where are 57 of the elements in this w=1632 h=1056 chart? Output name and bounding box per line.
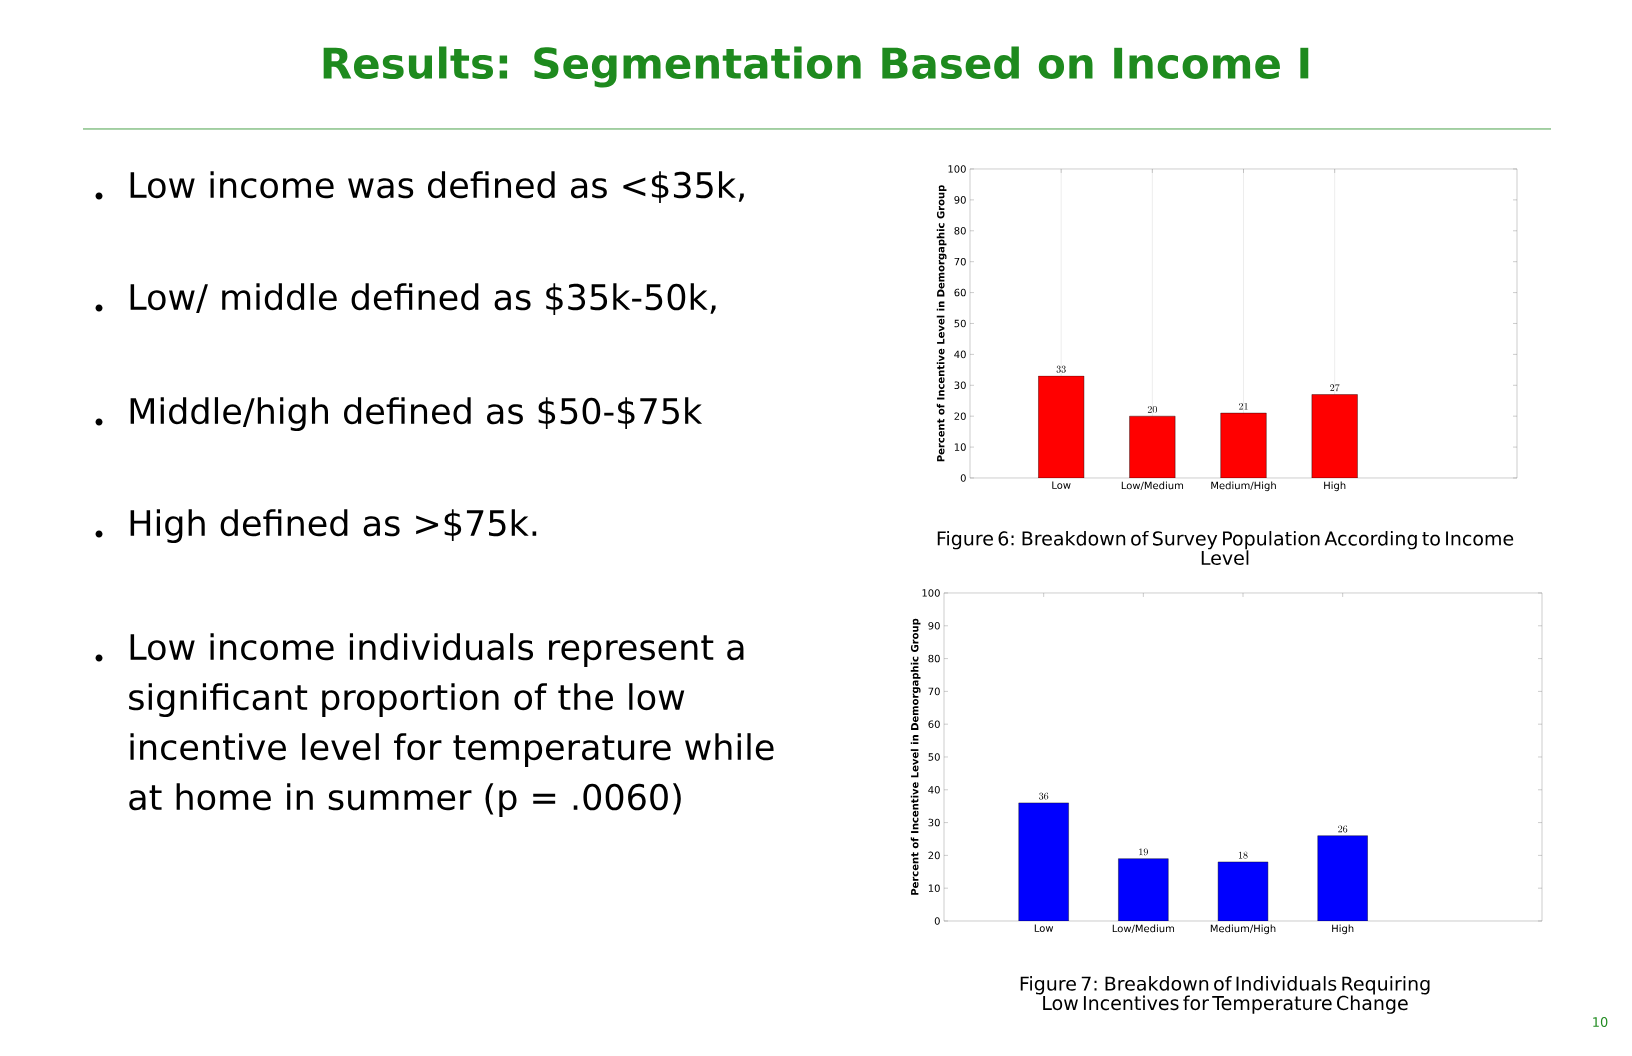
y-tick-label: 20 — [928, 851, 940, 860]
text: 10 — [1593, 1017, 1608, 1027]
y-tick-label: 100 — [948, 165, 966, 173]
y-tick-label: 50 — [928, 753, 940, 761]
bar — [1317, 835, 1368, 921]
y-tick-label: 40 — [954, 350, 966, 359]
data-label: 19 — [1139, 848, 1148, 856]
y-tick-label: 70 — [954, 257, 966, 266]
bar — [1217, 861, 1269, 921]
x-tick-label: Low — [1052, 481, 1071, 489]
bar — [1129, 415, 1176, 478]
y-tick-label: 60 — [928, 720, 940, 728]
x-tick-label: Medium/High — [1210, 924, 1276, 935]
y-tick-label: 0 — [934, 917, 940, 925]
data-label: 26 — [1338, 825, 1348, 833]
bar — [1118, 858, 1169, 921]
data-label: 18 — [1238, 851, 1248, 859]
y-tick-label: 80 — [954, 226, 966, 235]
y-tick-label: 60 — [954, 288, 966, 297]
x-tick-label: High — [1324, 481, 1346, 492]
caption: Figure 6: Breakdown of Survey Population According to Income Level — [937, 530, 1514, 566]
y-tick-label: 10 — [954, 443, 966, 451]
y-tick-label: 30 — [928, 818, 940, 827]
y-tick-label: 90 — [928, 621, 940, 630]
y-tick-label: 40 — [928, 785, 940, 794]
x-tick-label: Low/Medium — [1121, 481, 1184, 491]
x-tick-label: Low/Medium — [1112, 924, 1175, 934]
y-tick-label: 70 — [928, 687, 940, 696]
y-tick-label: 50 — [954, 319, 966, 328]
y-tick-label: 30 — [954, 381, 966, 390]
data-label: 36 — [1039, 792, 1049, 800]
text: High defined as >$75k. — [130, 509, 537, 544]
caption: Figure 7: Breakdown of Individuals Requiring Low Incentives for Temperature Change — [1020, 976, 1430, 1014]
y-axis-title: Percent of Incentive Level in Demorgaphic Group — [910, 618, 921, 895]
data-label: 33 — [1056, 365, 1066, 373]
data-label: 21 — [1239, 402, 1248, 410]
x-tick-label: High — [1332, 924, 1354, 935]
bar — [1038, 375, 1085, 478]
y-axis-title: Percent of Incentive Level in Demorgaphic Group — [936, 185, 947, 462]
text: Low income individuals represent a significant proportion of the low incentive level for temperature while at home in summer (p = .0060) — [129, 633, 774, 818]
y-tick-label: 100 — [922, 589, 940, 597]
y-tick-label: 20 — [954, 412, 966, 420]
data-label: 27 — [1330, 384, 1340, 392]
x-tick-label: Medium/High — [1211, 481, 1276, 492]
x-tick-label: Low — [1034, 924, 1054, 932]
y-tick-label: 0 — [960, 474, 966, 482]
data-label: 20 — [1147, 405, 1157, 413]
text: Middle/high defined as $50-$75k — [130, 397, 703, 432]
bar — [1018, 802, 1069, 921]
bar — [1220, 412, 1267, 478]
text: Low income was defined as <$35k, — [130, 171, 744, 203]
y-tick-label: 80 — [928, 654, 940, 663]
text: Low/ middle defined as $35k-50k, — [130, 283, 716, 315]
y-tick-label: 90 — [954, 196, 966, 204]
y-tick-label: 10 — [928, 884, 940, 892]
text: Results: Segmentation Based on Income I — [323, 46, 1309, 88]
bar — [1311, 394, 1358, 478]
